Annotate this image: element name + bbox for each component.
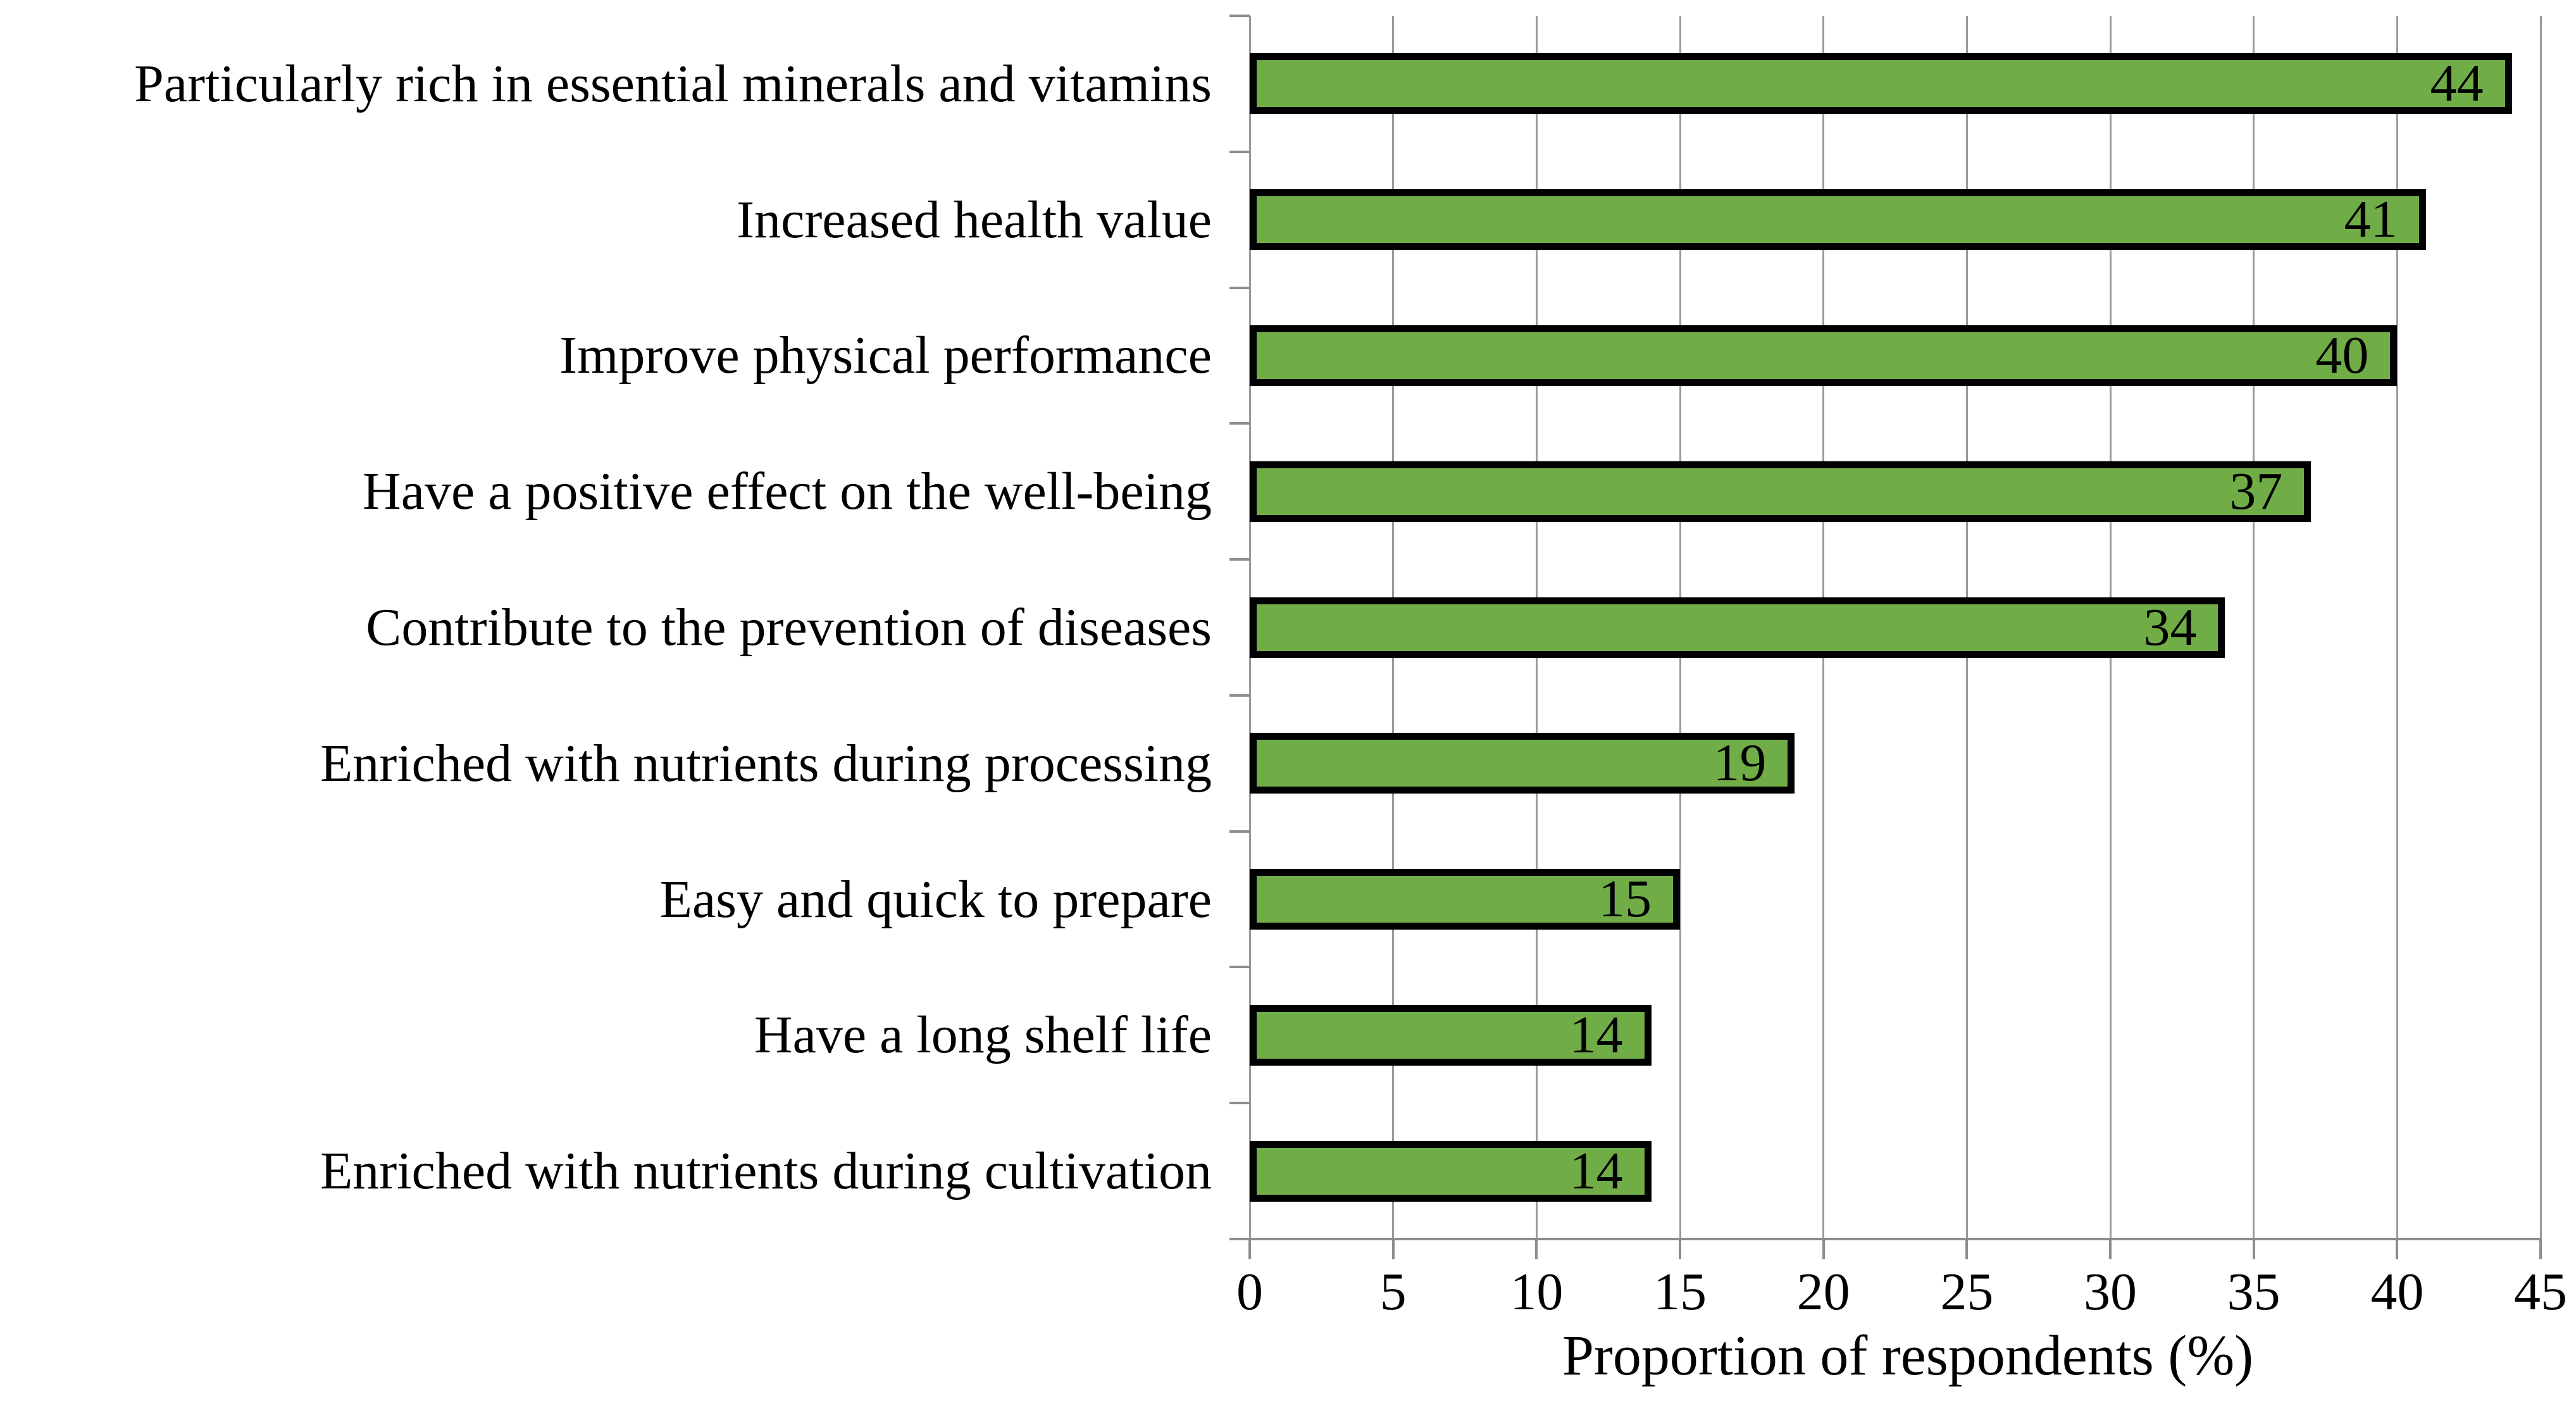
bar-value-label: 41	[2344, 190, 2398, 249]
bar-value-label: 15	[1598, 869, 1652, 929]
category-label: Improve physical performance	[559, 326, 1212, 385]
y-axis-tick	[1229, 286, 1250, 289]
bar: 34	[1250, 597, 2225, 658]
x-tick-label: 0	[1236, 1262, 1263, 1321]
category-label: Enriched with nutrients during processin…	[320, 733, 1212, 793]
x-axis-tick	[1391, 1239, 1395, 1259]
x-axis-tick	[1679, 1239, 1681, 1259]
category-label: Easy and quick to prepare	[659, 869, 1212, 929]
y-axis-tick	[1229, 1238, 1250, 1240]
bar-value-label: 14	[1569, 1005, 1623, 1064]
category-label: Increased health value	[737, 190, 1212, 249]
x-tick-label: 30	[2084, 1262, 2137, 1321]
x-axis-line	[1248, 1238, 2542, 1240]
y-axis-tick	[1229, 966, 1250, 969]
bar: 19	[1250, 733, 1795, 794]
bar-value-label: 44	[2430, 54, 2484, 113]
bar-value-label: 34	[2143, 597, 2197, 657]
bar: 40	[1250, 325, 2398, 386]
x-axis-tick	[1822, 1239, 1825, 1259]
x-tick-label: 10	[1510, 1262, 1564, 1321]
x-axis-tick	[1248, 1239, 1251, 1259]
bar: 41	[1250, 189, 2426, 251]
x-axis-tick	[1535, 1239, 1538, 1259]
category-label: Particularly rich in essential minerals …	[134, 54, 1212, 113]
x-axis-tick	[2109, 1239, 2112, 1259]
bar: 15	[1250, 869, 1680, 930]
x-tick-label: 35	[2227, 1262, 2280, 1321]
x-tick-label: 20	[1796, 1262, 1850, 1321]
category-label: Enriched with nutrients during cultivati…	[320, 1142, 1212, 1201]
x-tick-label: 15	[1653, 1262, 1707, 1321]
category-label: Have a positive effect on the well-being	[363, 462, 1212, 521]
x-axis-title: Proportion of respondents (%)	[1562, 1324, 2254, 1387]
category-label: Have a long shelf life	[754, 1006, 1212, 1065]
gridline	[2253, 16, 2255, 1239]
y-axis-tick	[1229, 694, 1250, 697]
x-tick-label: 5	[1379, 1262, 1407, 1321]
bar: 44	[1250, 53, 2512, 115]
x-tick-label: 45	[2514, 1262, 2567, 1321]
bar-value-label: 19	[1713, 733, 1767, 793]
x-axis-tick	[2396, 1239, 2399, 1259]
category-label: Contribute to the prevention of diseases	[366, 597, 1212, 657]
bar: 37	[1250, 461, 2312, 522]
y-axis-tick	[1229, 1102, 1250, 1105]
bar-value-label: 40	[2315, 325, 2369, 385]
bar-value-label: 14	[1569, 1141, 1623, 1200]
bar-value-label: 37	[2229, 461, 2283, 521]
x-axis-tick	[1965, 1239, 1969, 1259]
y-axis-tick	[1229, 150, 1250, 153]
bar: 14	[1250, 1140, 1652, 1202]
x-axis-tick	[2539, 1239, 2542, 1259]
bar: 14	[1250, 1004, 1652, 1066]
x-tick-label: 40	[2370, 1262, 2424, 1321]
y-axis-tick	[1229, 830, 1250, 833]
y-axis-tick	[1229, 422, 1250, 425]
x-tick-label: 25	[1940, 1262, 1994, 1321]
y-axis-tick	[1229, 558, 1250, 561]
gridline	[2396, 16, 2398, 1239]
x-axis-tick	[2252, 1239, 2255, 1259]
gridline	[2539, 16, 2542, 1239]
y-axis-tick	[1229, 15, 1250, 17]
